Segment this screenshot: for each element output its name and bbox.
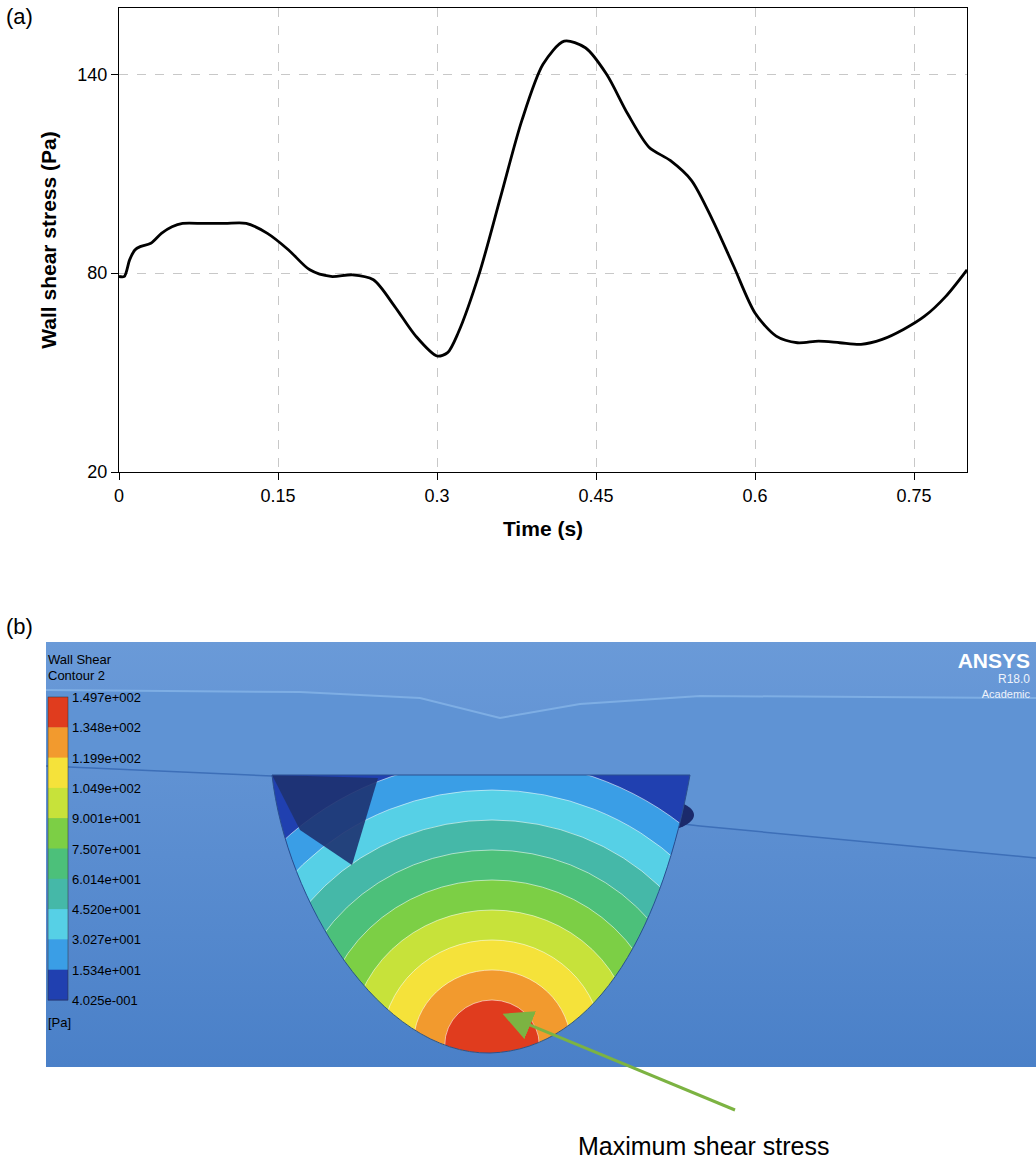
- svg-text:6.014e+001: 6.014e+001: [72, 872, 141, 887]
- svg-text:7.507e+001: 7.507e+001: [72, 842, 141, 857]
- svg-text:20: 20: [87, 462, 107, 482]
- svg-text:1.534e+001: 1.534e+001: [72, 963, 141, 978]
- svg-text:R18.0: R18.0: [998, 672, 1030, 686]
- svg-text:140: 140: [77, 65, 107, 85]
- svg-text:1.049e+002: 1.049e+002: [72, 781, 141, 796]
- svg-text:Wall Shear: Wall Shear: [48, 652, 112, 667]
- svg-text:Contour 2: Contour 2: [48, 668, 105, 683]
- svg-text:80: 80: [87, 263, 107, 283]
- svg-text:4.025e-001: 4.025e-001: [72, 993, 138, 1008]
- svg-text:0.75: 0.75: [896, 486, 931, 506]
- svg-text:Maximum shear stress: Maximum shear stress: [578, 1132, 829, 1160]
- svg-text:9.001e+001: 9.001e+001: [72, 811, 141, 826]
- svg-text:0.45: 0.45: [578, 486, 613, 506]
- svg-text:[Pa]: [Pa]: [48, 1015, 71, 1030]
- svg-text:4.520e+001: 4.520e+001: [72, 902, 141, 917]
- svg-text:1.497e+002: 1.497e+002: [72, 690, 141, 705]
- svg-text:ANSYS: ANSYS: [958, 649, 1030, 672]
- svg-text:0: 0: [114, 486, 124, 506]
- html-text:(a): (a): [6, 4, 33, 29]
- svg-text:Wall shear stress (Pa): Wall shear stress (Pa): [37, 131, 60, 349]
- svg-text:0.15: 0.15: [260, 486, 295, 506]
- svg-text:1.348e+002: 1.348e+002: [72, 720, 141, 735]
- svg-text:3.027e+001: 3.027e+001: [72, 932, 141, 947]
- svg-text:0.6: 0.6: [742, 486, 767, 506]
- svg-text:0.3: 0.3: [424, 486, 449, 506]
- svg-text:(b): (b): [6, 614, 33, 639]
- svg-text:1.199e+002: 1.199e+002: [72, 751, 141, 766]
- svg-text:Time (s): Time (s): [503, 517, 583, 540]
- svg-text:Academic: Academic: [982, 688, 1031, 700]
